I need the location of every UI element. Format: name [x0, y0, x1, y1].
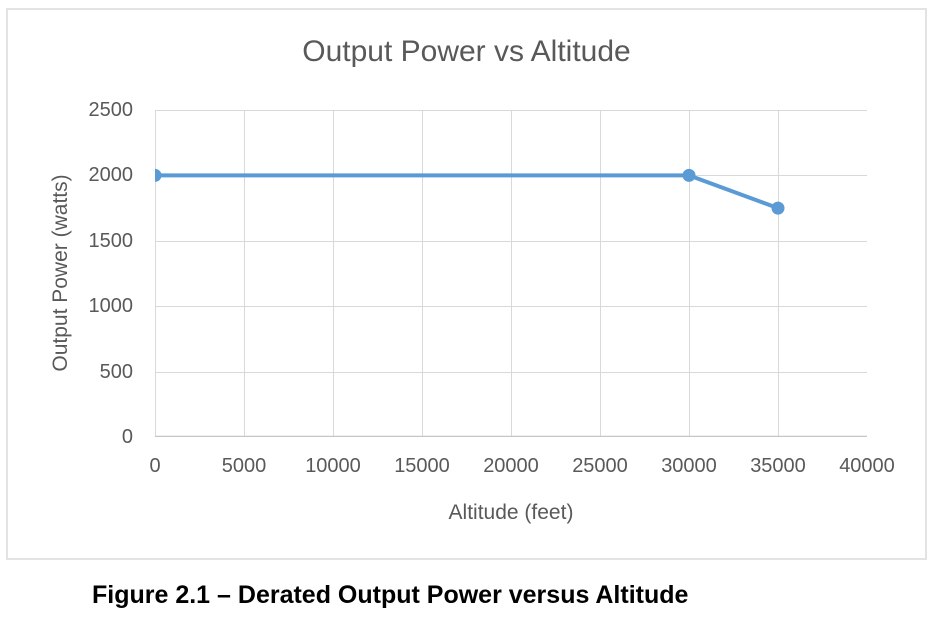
- y-axis-title: Output Power (watts): [49, 174, 72, 372]
- y-tick-label: 1500: [88, 229, 134, 252]
- y-tick-label: 0: [121, 426, 133, 448]
- figure-caption: Figure 2.1 – Derated Output Power versus…: [92, 581, 689, 609]
- plot-area: [155, 110, 867, 437]
- y-tick-label: 1000: [88, 295, 134, 318]
- chart-title: Output Power vs Altitude: [302, 35, 631, 68]
- x-tick-label: 40000: [839, 455, 895, 477]
- series-line: [155, 173, 780, 211]
- x-tick-label: 35000: [750, 455, 806, 477]
- chart-frame: [6, 8, 927, 560]
- x-tick-label: 5000: [221, 455, 267, 477]
- x-tick-label: 20000: [483, 455, 539, 477]
- x-tick-label: 0: [149, 455, 161, 477]
- x-tick-label: 10000: [305, 455, 361, 477]
- data-point-marker: [682, 168, 696, 182]
- x-axis-title: Altitude (feet): [448, 501, 574, 524]
- x-tick-label: 15000: [394, 455, 450, 477]
- y-tick-label: 500: [99, 360, 133, 383]
- x-tick-label: 25000: [572, 455, 628, 477]
- data-point-marker: [771, 201, 785, 215]
- y-tick-label: 2500: [88, 99, 134, 121]
- x-tick-label: 30000: [661, 455, 717, 477]
- data-point-marker: [155, 168, 162, 182]
- y-tick-label: 2000: [88, 164, 134, 187]
